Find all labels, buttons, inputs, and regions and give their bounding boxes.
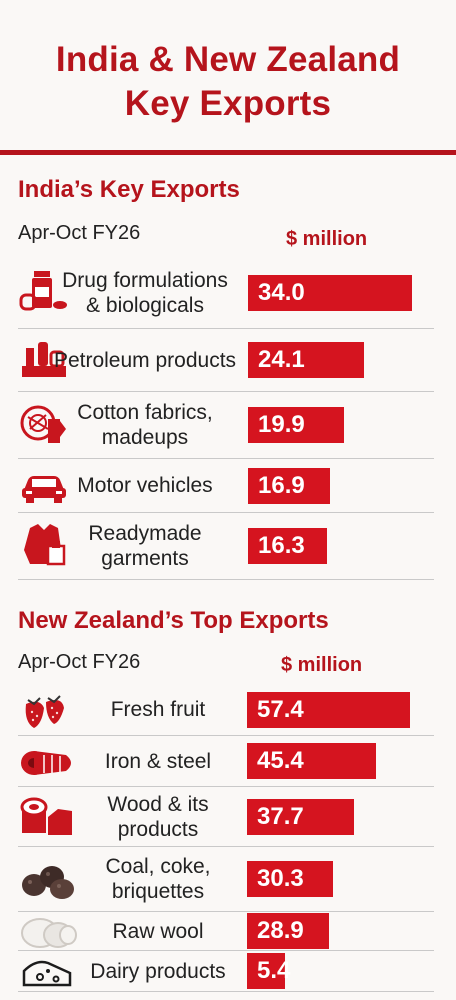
- bar-label: Iron & steel: [63, 749, 253, 774]
- nz-section-title: New Zealand’s Top Exports: [18, 607, 329, 634]
- bar-label: Fresh fruit: [63, 697, 253, 722]
- india-period: Apr-Oct FY26: [18, 222, 141, 244]
- bar-value-label: 57.4: [257, 696, 304, 723]
- bar-row-readymade-garments: Readymade garments 16.3: [18, 513, 434, 580]
- bar: [247, 692, 410, 728]
- nz-unit: $ million: [281, 654, 363, 676]
- bar-label-line: madeups: [101, 426, 189, 449]
- bar: [247, 913, 329, 949]
- bar-row-motor-vehicles: Motor vehicles 16.9: [18, 459, 434, 513]
- fabric-roll-icon: [18, 399, 70, 452]
- shirt-icon: [18, 520, 70, 573]
- cheese-icon: [18, 947, 78, 1000]
- bar-label-line: Raw wool: [112, 920, 204, 943]
- title-line-2: Key Exports: [124, 84, 332, 123]
- bar-value-label: 19.9: [258, 411, 305, 438]
- steel-coil-icon: [18, 737, 78, 790]
- bar-label-line: Dairy products: [90, 960, 226, 983]
- bar-label: Wood & its products: [63, 792, 253, 842]
- bar-value-label: 24.1: [258, 346, 305, 373]
- bar-label: Motor vehicles: [50, 473, 240, 498]
- bar-value-label: 16.9: [258, 472, 305, 499]
- bar-label-line: Wood & its: [107, 793, 209, 816]
- medicine-bottle-icon: [18, 267, 70, 320]
- bar: [248, 468, 330, 504]
- bar-label: Cotton fabrics, madeups: [50, 400, 240, 450]
- bar: [247, 799, 354, 835]
- india-unit: $ million: [286, 228, 368, 250]
- bar-value-label: 34.0: [258, 279, 305, 306]
- bar-value-label: 30.3: [257, 865, 304, 892]
- bar-value-label: 5.4: [257, 957, 291, 984]
- bar-label: Dairy products: [63, 959, 253, 984]
- bar-row-wood-and-its-products: Wood & its products 37.7: [18, 787, 434, 847]
- bar-label-line: Readymade: [88, 522, 202, 545]
- bar-label-line: Iron & steel: [104, 750, 212, 773]
- bar-label-line: Motor vehicles: [77, 474, 213, 497]
- bar-label-line: garments: [101, 547, 189, 570]
- bar-row-petroleum-products: Petroleum products 24.1: [18, 329, 434, 392]
- bar-label-line: briquettes: [111, 880, 205, 903]
- bar-value-label: 28.9: [257, 917, 304, 944]
- bar-label-line: Coal, coke,: [105, 855, 211, 878]
- strawberry-icon: [18, 686, 70, 739]
- bar-label-line: Drug formulations: [62, 269, 228, 292]
- bar: [247, 953, 285, 989]
- bar-label: Readymade garments: [50, 521, 240, 571]
- bar-row-dairy-products: Dairy products 5.4: [18, 951, 434, 992]
- bar-row-iron-and-steel: Iron & steel 45.4: [18, 736, 434, 787]
- car-icon: [18, 460, 70, 513]
- bar-label-line: Petroleum products: [53, 349, 237, 372]
- bar-label: Petroleum products: [50, 348, 240, 373]
- bar-label-line: & biologicals: [86, 294, 204, 317]
- bar-label: Coal, coke, briquettes: [63, 854, 253, 904]
- bar-row-drug-formulations-and-biologicals: Drug formulations & biologicals 34.0: [18, 258, 434, 329]
- bar: [248, 342, 364, 378]
- bar: [247, 743, 376, 779]
- bar-label-line: products: [117, 818, 199, 841]
- bar-label: Raw wool: [63, 919, 253, 944]
- bar-row-raw-wool: Raw wool 28.9: [18, 912, 434, 951]
- coal-icon: [18, 855, 78, 908]
- india-section-title: India’s Key Exports: [18, 176, 240, 203]
- nz-period: Apr-Oct FY26: [18, 651, 141, 673]
- bar-label: Drug formulations & biologicals: [50, 268, 240, 318]
- title-line-1: India & New Zealand: [55, 40, 401, 79]
- bar-label-line: Cotton fabrics,: [77, 401, 213, 424]
- title-divider: [0, 150, 456, 155]
- page-title: India & New Zealand Key Exports: [0, 38, 456, 126]
- wool-icon: [18, 907, 78, 960]
- bar-row-fresh-fruit: Fresh fruit 57.4: [18, 684, 434, 736]
- bar-row-coal-coke-briquettes: Coal, coke, briquettes 30.3: [18, 847, 434, 912]
- bar-label-line: Fresh fruit: [110, 698, 206, 721]
- bar-value-label: 16.3: [258, 532, 305, 559]
- bar: [248, 407, 344, 443]
- oil-refinery-icon: [18, 334, 70, 387]
- bar: [247, 861, 333, 897]
- bar-value-label: 37.7: [257, 803, 304, 830]
- bar: [248, 275, 412, 311]
- bar-value-label: 45.4: [257, 747, 304, 774]
- wood-stack-icon: [18, 793, 76, 846]
- bar: [248, 528, 327, 564]
- bar-row-cotton-fabrics-madeups: Cotton fabrics, madeups 19.9: [18, 392, 434, 459]
